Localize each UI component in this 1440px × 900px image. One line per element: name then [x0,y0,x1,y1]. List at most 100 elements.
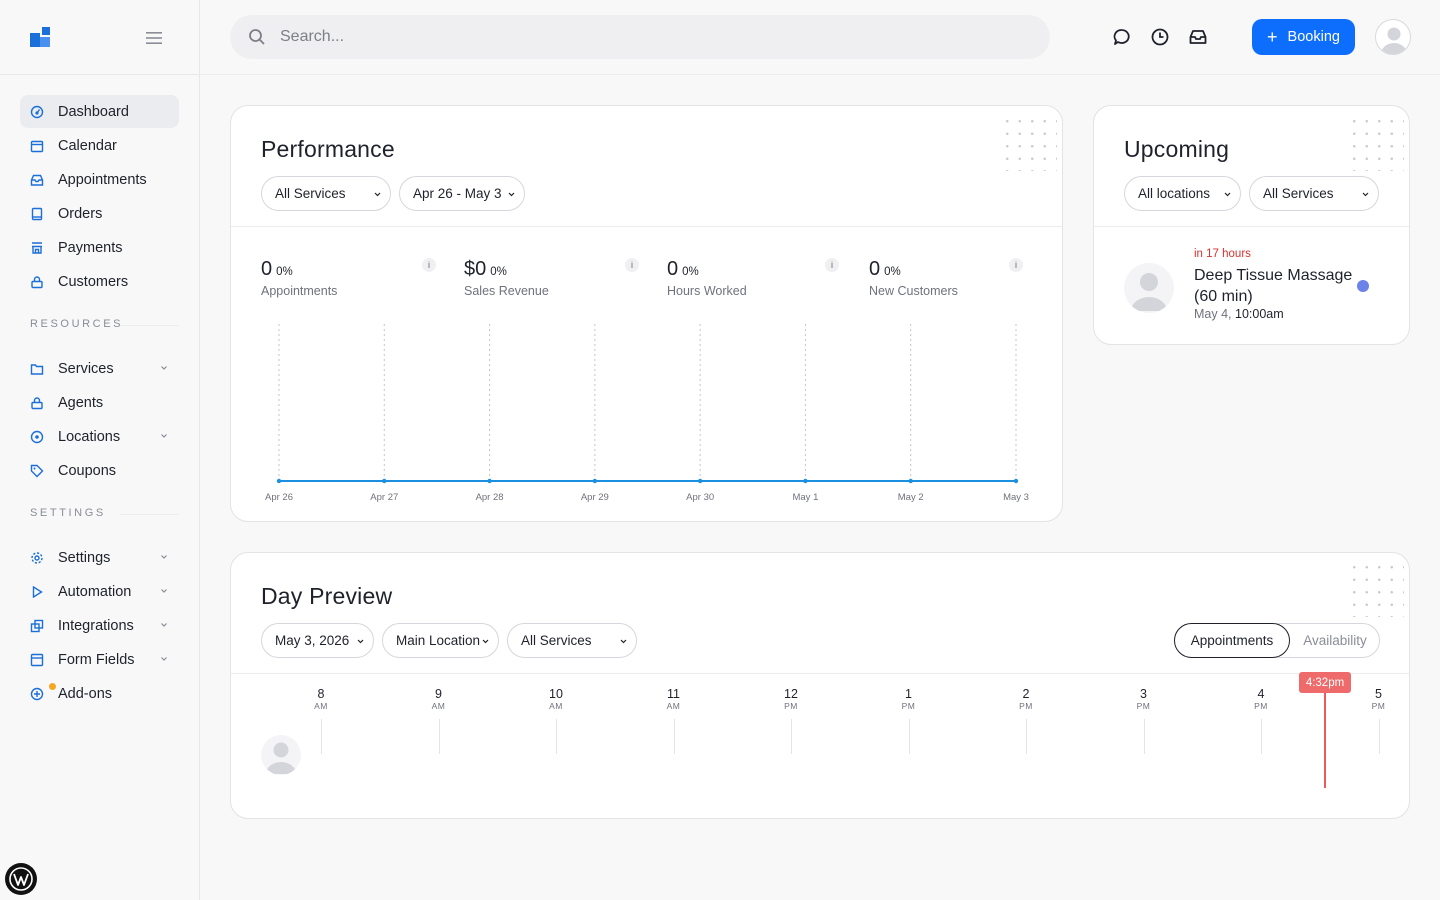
stat-percent: 0% [490,266,507,278]
hour-gridline [321,719,322,754]
sidebar-item-label: Settings [58,549,111,566]
chevron-down-icon [1224,192,1231,197]
current-time-line [1324,693,1326,788]
sidebar-item-calendar[interactable]: Calendar [20,129,179,162]
stat-percent: 0% [884,266,901,278]
sidebar-item-agents[interactable]: Agents [20,386,179,419]
hour-gridline [908,719,910,754]
services-select[interactable]: All Services [507,623,637,658]
data-point[interactable] [1013,478,1019,484]
locations-select[interactable]: All locations [1124,176,1241,211]
sidebar-item-label: Locations [58,428,121,445]
sidebar-item-dashboard[interactable]: Dashboard [20,95,179,128]
chevron-down-icon [357,639,364,644]
payments-icon [30,241,44,255]
search-icon [249,29,265,45]
data-point[interactable] [382,478,387,484]
services-select[interactable]: All Services [1249,176,1379,211]
location-select[interactable]: Main Location [382,623,499,658]
app-logo[interactable] [30,27,50,47]
x-tick-label: Apr 29 [581,492,609,503]
info-icon[interactable]: i [825,258,839,272]
sidebar-item-services[interactable]: Services [20,352,179,385]
hour-period: AM [431,701,446,711]
search-bar[interactable] [230,15,1050,59]
search-input[interactable] [280,15,1040,59]
hour-period: AM [314,701,328,711]
select-value: May 3, 2026 [275,633,350,648]
sidebar-item-appointments[interactable]: Appointments [20,163,179,196]
upcoming-service-name[interactable]: Deep Tissue Massage (60 min) [1194,267,1353,305]
stat-value: 0 [261,258,273,280]
data-point[interactable] [592,478,598,484]
info-icon[interactable]: i [625,258,639,272]
sidebar-item-integrations[interactable]: Integrations [20,609,179,642]
stat-value: $0 [464,258,487,280]
clock-icon[interactable] [1150,27,1170,47]
sidebar-item-automation[interactable]: Automation [20,575,179,608]
hour-period: PM [1371,701,1386,711]
upcoming-datetime: May 4, 10:00am [1194,307,1284,321]
data-point[interactable] [908,478,913,484]
chevron-down-icon[interactable] [159,586,169,596]
services-select[interactable]: All Services [261,176,391,211]
sidebar-header [0,0,199,75]
appointments-toggle-option[interactable]: Appointments [1174,623,1290,658]
timeline-hour: 12 PM [771,687,811,711]
chevron-down-icon[interactable] [159,431,169,441]
x-tick-label: Apr 27 [370,492,398,503]
plus-icon: + [1267,27,1278,47]
data-point[interactable] [697,478,703,484]
stat-sales-revenue: $0 0% Sales Revenue i [464,258,639,302]
data-point[interactable] [803,478,808,484]
sidebar-item-label: Services [58,360,114,377]
sidebar-item-customers[interactable]: Customers [20,265,179,298]
hour-period: PM [1019,701,1033,711]
tag-icon [30,464,44,478]
chevron-down-icon[interactable] [159,654,169,664]
hour-number: 2 [1022,687,1030,701]
stat-label: Appointments [261,284,338,298]
hamburger-menu-icon[interactable] [144,28,164,48]
sidebar-item-form-fields[interactable]: Form Fields [20,643,179,676]
view-toggle: Appointments Availability [1174,623,1380,658]
hour-period: AM [549,701,563,711]
sidebar-item-payments[interactable]: Payments [20,231,179,264]
hour-number: 3 [1140,687,1147,701]
calendar-icon [30,139,44,153]
user-avatar[interactable] [1375,19,1411,55]
chevron-down-icon[interactable] [159,363,169,373]
sidebar-item-label: Form Fields [58,651,135,668]
booking-button-label: Booking [1287,29,1340,45]
decorative-dots [1348,115,1404,171]
data-point[interactable] [276,478,282,484]
sidebar-item-label: Payments [58,239,123,256]
sidebar-item-add-ons[interactable]: Add-ons [20,677,179,710]
availability-toggle-option[interactable]: Availability [1303,633,1367,648]
date-range-select[interactable]: Apr 26 - May 3 [399,176,525,211]
agent-avatar [261,735,301,775]
sidebar-item-locations[interactable]: Locations [20,420,179,453]
info-icon[interactable]: i [422,258,436,272]
info-icon[interactable]: i [1009,258,1023,272]
sidebar-item-settings[interactable]: Settings [20,541,179,574]
timeline-hour: 10 AM [536,687,576,711]
hour-period: PM [784,701,798,711]
sidebar-item-coupons[interactable]: Coupons [20,454,179,487]
date-select[interactable]: May 3, 2026 [261,623,374,658]
new-booking-button[interactable]: + Booking [1252,19,1355,55]
chat-bubble-icon[interactable] [1112,27,1132,47]
chevron-down-icon [374,192,381,197]
upcoming-relative-time: in 17 hours [1194,248,1251,260]
gear-icon [30,551,44,565]
sidebar-item-orders[interactable]: Orders [20,197,179,230]
timeline-hour: 11 AM [654,687,694,711]
chevron-down-icon[interactable] [159,552,169,562]
chevron-down-icon[interactable] [159,620,169,630]
inbox-icon[interactable] [1188,27,1208,47]
stat-label: Sales Revenue [464,284,549,298]
data-point[interactable] [487,478,492,484]
stat-appointments: 0 0% Appointments i [261,258,436,302]
sidebar-item-label: Calendar [58,137,117,154]
wordpress-icon[interactable] [5,863,37,895]
